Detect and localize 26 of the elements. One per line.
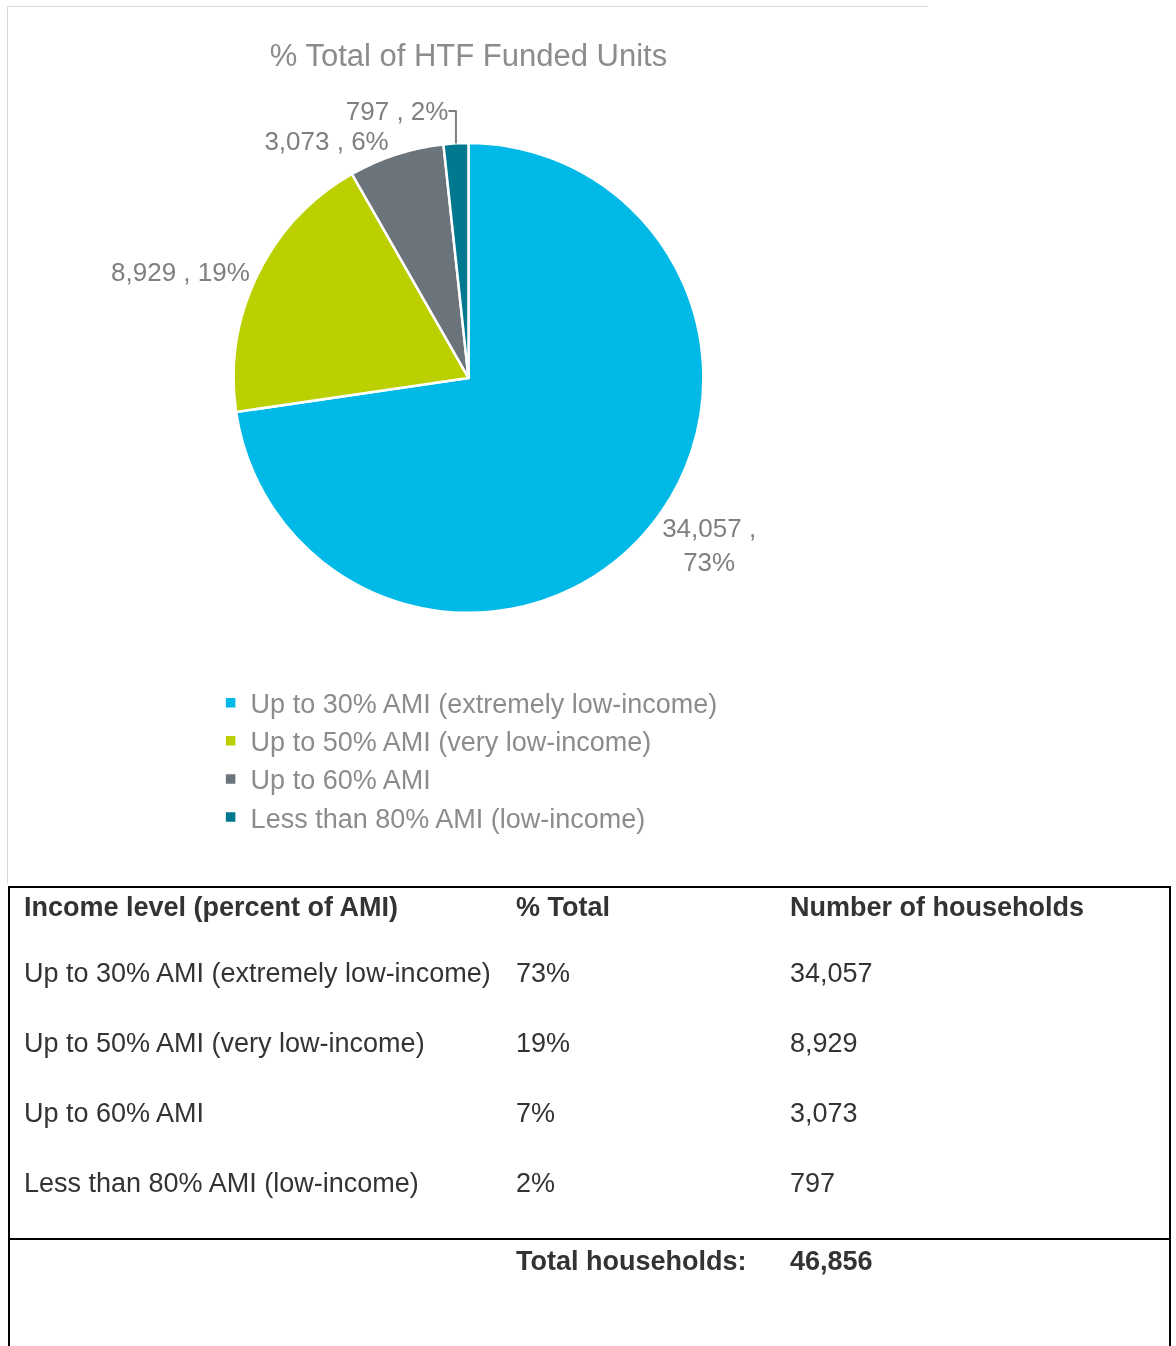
data-label: 7%: [516, 1098, 557, 1130]
data-label: 34,057 , 73%: [662, 513, 757, 578]
data-label: 8,929 , 19%: [111, 257, 250, 288]
data-label: 3,073: [790, 1098, 859, 1130]
legend-label: Up to 30% AMI (extremely low-income): [250, 689, 718, 720]
category-label: Less than 80% AMI (low-income): [24, 1168, 420, 1200]
text: 46,856: [790, 1246, 873, 1276]
category-label: Up to 30% AMI (extremely low-income): [24, 958, 492, 990]
text: Income level (percent of AMI): [24, 891, 400, 924]
text: Number of households: [790, 891, 1085, 924]
data-label: 3,073 , 6%: [264, 125, 389, 156]
data-label: 34,057: [790, 958, 874, 990]
category-label: Up to 60% AMI: [24, 1098, 206, 1130]
category-label: Up to 50% AMI (very low-income): [24, 1028, 426, 1060]
data-label: 797: [790, 1168, 837, 1200]
data-label: 2%: [516, 1168, 557, 1200]
data-label: 8,929: [790, 1028, 859, 1060]
data-label: 797 , 2%: [345, 95, 449, 126]
text: Total households:: [516, 1239, 790, 1277]
data-label: 19%: [516, 1028, 572, 1060]
chart-title: % Total of HTF Funded Units: [269, 38, 668, 74]
text: % Total: [516, 891, 611, 924]
legend-label: Up to 50% AMI (very low-income): [250, 727, 652, 758]
legend-label: Up to 60% AMI: [250, 765, 431, 796]
data-label: 73%: [516, 958, 572, 990]
legend-label: Less than 80% AMI (low-income): [250, 803, 646, 834]
